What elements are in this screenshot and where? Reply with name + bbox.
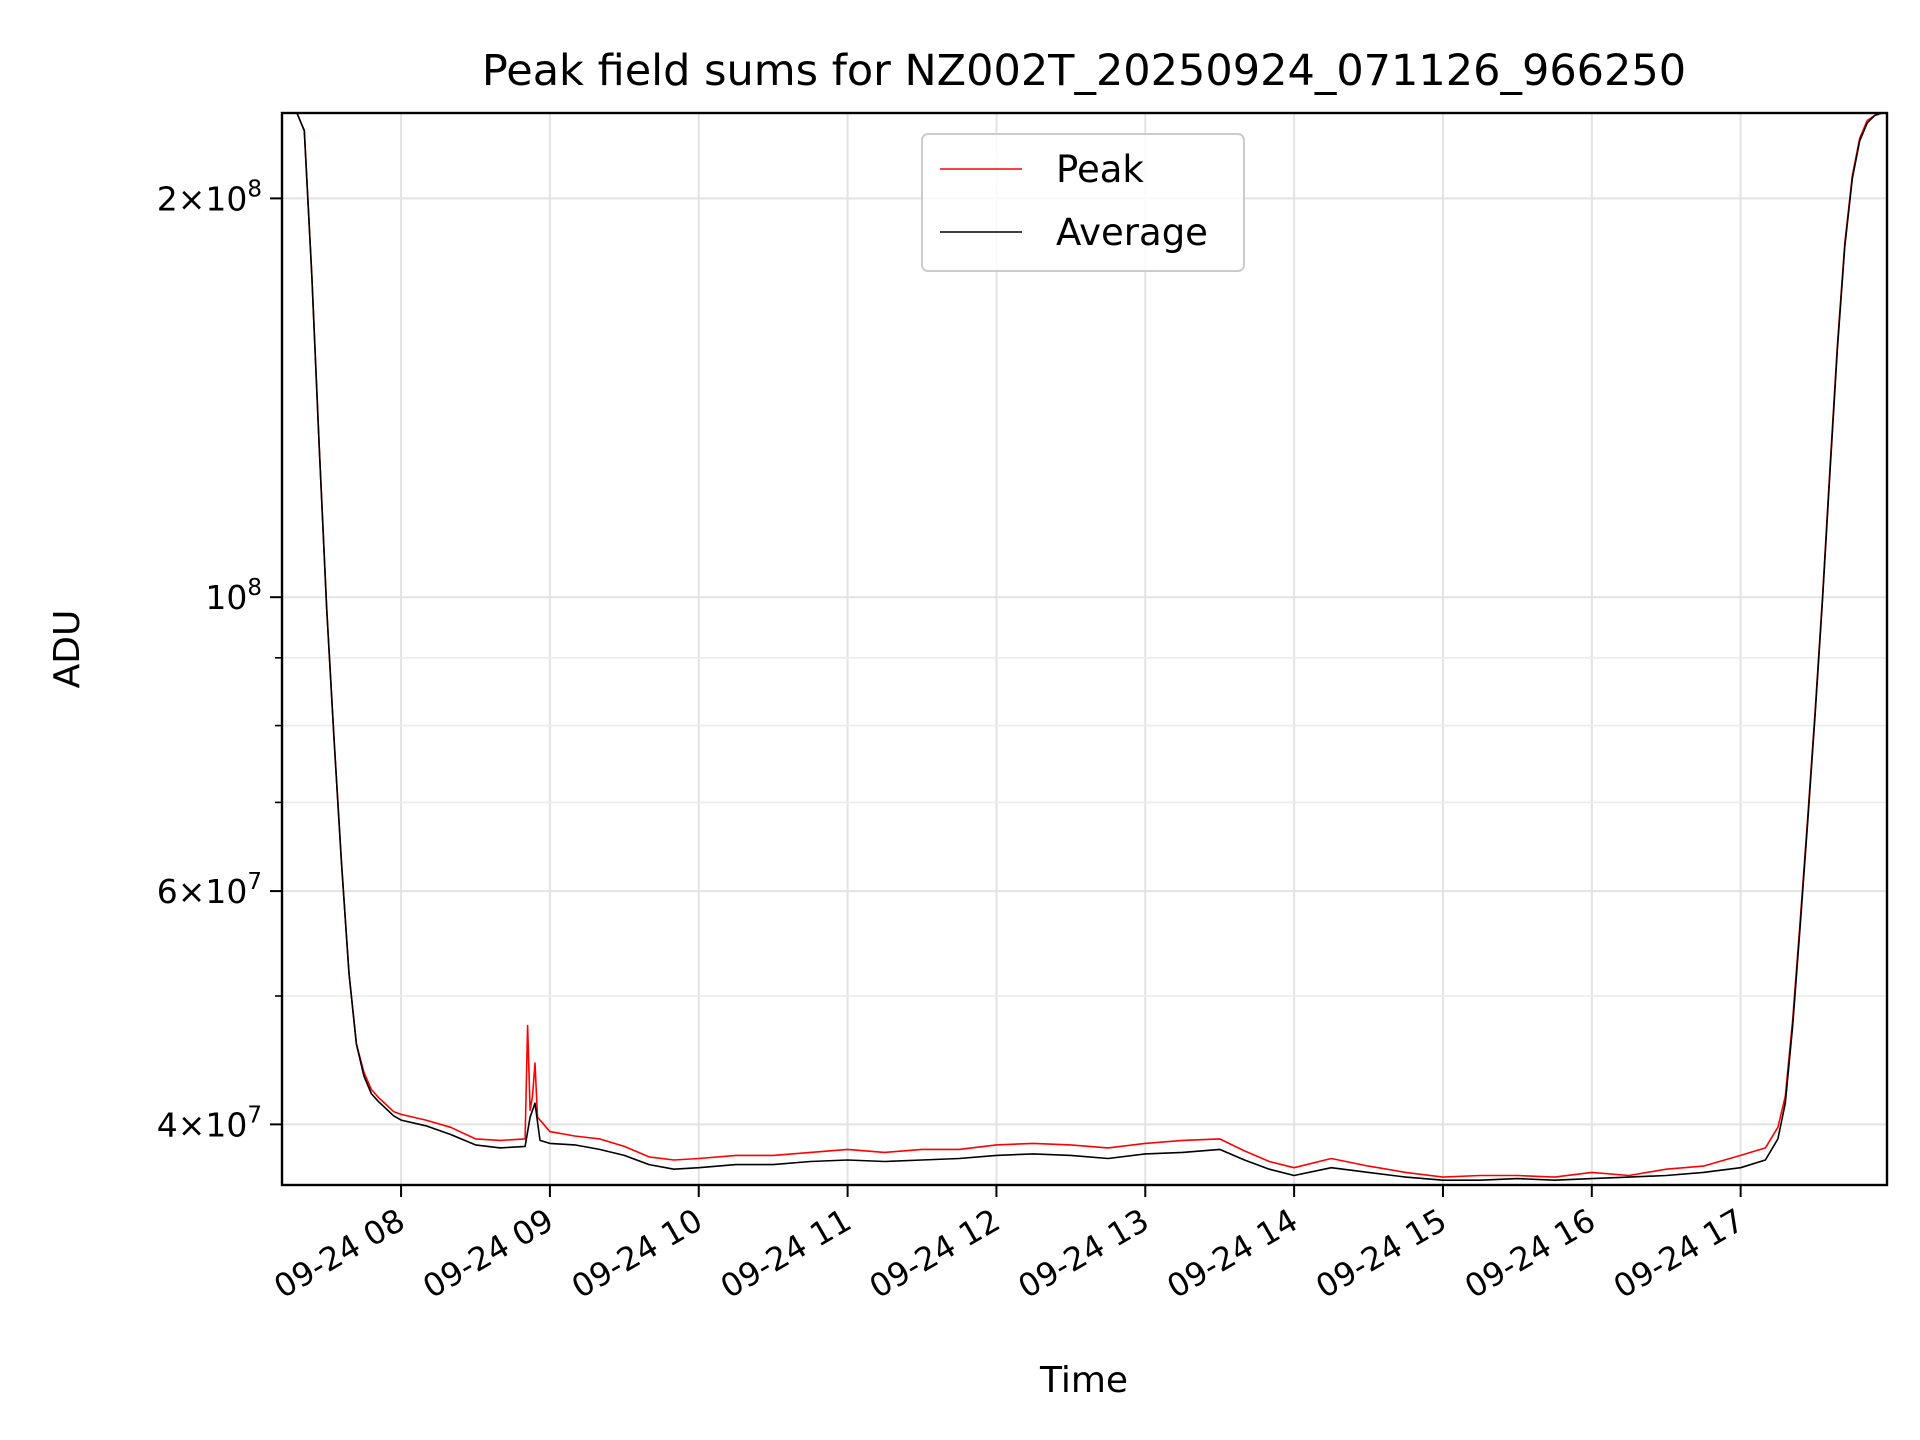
y-tick-label: 108: [205, 575, 262, 617]
plot-frame: [280, 111, 1889, 1187]
x-axis-label: Time: [1039, 1360, 1128, 1401]
legend-label-average: Average: [1056, 211, 1208, 254]
legend-label-peak: Peak: [1056, 148, 1144, 191]
series-layer: [282, 112, 1887, 1181]
y-axis-label: ADU: [47, 610, 88, 689]
legend: Peak Average: [921, 133, 1245, 272]
y-tick-label: 4×107: [157, 1102, 262, 1144]
y-tick-label: 6×107: [157, 869, 262, 911]
series-line-average: [282, 112, 1887, 1181]
y-axis: 2×108 108 6×107 4×107: [157, 176, 282, 1144]
chart-title: Peak field sums for NZ002T_20250924_0711…: [482, 46, 1686, 96]
y-tick-label: 2×108: [157, 176, 262, 218]
